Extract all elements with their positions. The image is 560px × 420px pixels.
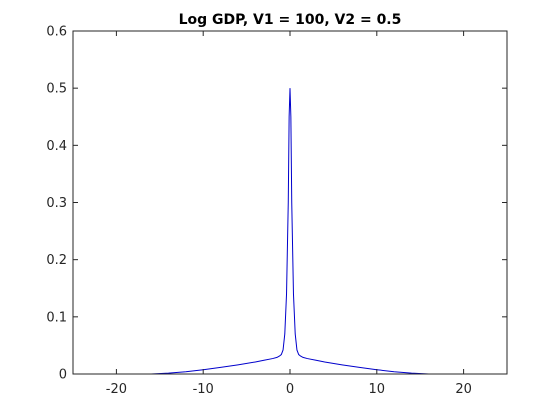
series-line	[151, 88, 429, 375]
x-tick-label: 0	[286, 382, 294, 397]
plot-box	[72, 30, 508, 375]
y-tick-label: 0.4	[46, 139, 67, 154]
series-layer	[151, 88, 429, 375]
y-axis: 0 0.1 0.2 0.3 0.4 0.5 0.6	[46, 25, 507, 383]
plot-area	[73, 31, 507, 374]
y-tick-label: 0.2	[46, 253, 67, 268]
y-tick-label: 0.1	[46, 310, 67, 325]
x-tick-label: 10	[369, 382, 386, 397]
x-tick-label: -10	[193, 382, 214, 397]
y-tick-label: 0	[59, 368, 67, 383]
x-axis: -20 -10 0 10 20	[106, 31, 472, 397]
y-tick-label: 0.6	[46, 25, 67, 40]
y-tick-label: 0.5	[46, 82, 67, 97]
x-tick-label: 20	[455, 382, 472, 397]
x-tick-label: -20	[106, 382, 127, 397]
y-tick-label: 0.3	[46, 196, 67, 211]
chart-title: Log GDP, V1 = 100, V2 = 0.5	[179, 12, 402, 28]
